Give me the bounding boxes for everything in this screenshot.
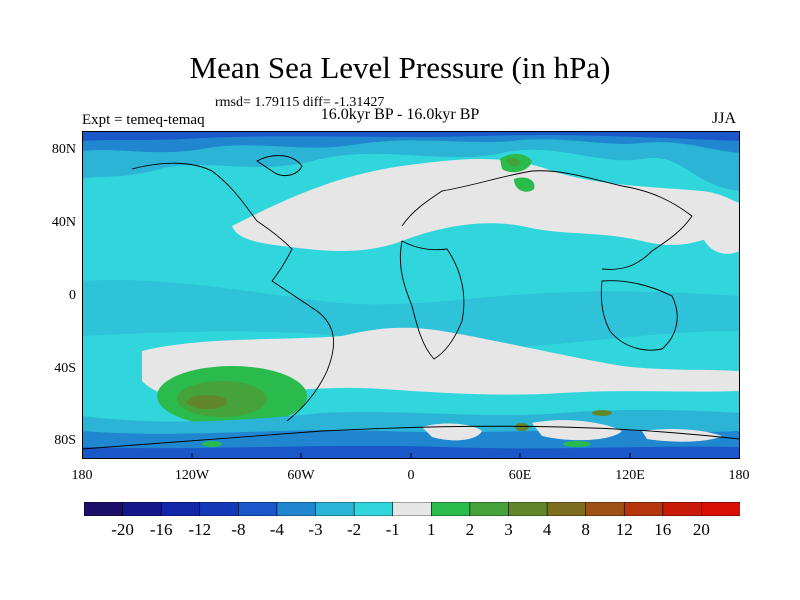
stats-label: rmsd= 1.79115 diff= -1.31427 <box>215 95 385 110</box>
pressure-map <box>82 131 740 459</box>
colorbar-label-8: 1 <box>427 520 436 539</box>
ytick-40n: 40N <box>51 215 76 230</box>
colorbar-label-1: -16 <box>149 520 173 539</box>
region-antarctic-positive-1 <box>515 423 529 431</box>
ytick-80s: 80S <box>54 433 76 448</box>
plot-title: Mean Sea Level Pressure (in hPa) <box>189 50 611 85</box>
band-arctic-deepest <box>82 131 740 141</box>
band-arctic <box>82 131 740 191</box>
region-antarctic-positive-2 <box>563 441 591 447</box>
colorbar-label-15: 20 <box>692 520 710 539</box>
region-northern-neutral <box>232 159 740 251</box>
ytick-0: 0 <box>69 288 76 303</box>
colorbar-swatch-13 <box>585 502 625 516</box>
season-label: JJA <box>712 110 737 127</box>
colorbar <box>84 502 740 516</box>
colorbar-label-12: 8 <box>581 520 590 539</box>
colorbar-swatch-6 <box>315 502 355 516</box>
region-pacific-neutral <box>702 210 740 254</box>
colorbar-swatch-2 <box>160 502 201 516</box>
experiment-label: Expt = temeq-temaq <box>82 112 205 128</box>
colorbar-label-2: -12 <box>188 520 212 539</box>
xtick-0: 0 <box>407 468 415 483</box>
colorbar-label-4: -4 <box>269 520 284 539</box>
region-positive-south-pacific-core <box>187 395 227 409</box>
colorbar-label-13: 12 <box>615 520 633 539</box>
colorbar-swatch-4 <box>238 502 278 516</box>
map-ticks <box>191 453 631 459</box>
colorbar-label-5: -3 <box>308 520 323 539</box>
colorbar-label-3: -8 <box>231 520 246 539</box>
xtick-180e: 180 <box>728 468 750 483</box>
colorbar-swatch-1 <box>122 502 162 516</box>
band-antarctic <box>82 445 740 459</box>
colorbar-swatch-14 <box>623 502 664 516</box>
colorbar-label-11: 4 <box>542 520 552 539</box>
xtick-60w: 60W <box>287 468 315 483</box>
xtick-120w: 120W <box>174 468 210 483</box>
colorbar-swatch-8 <box>392 502 432 516</box>
coastlines <box>82 155 740 450</box>
colorbar-swatch-11 <box>508 502 548 516</box>
colorbar-label-0: -20 <box>111 520 134 539</box>
colorbar-swatch-7 <box>353 502 394 516</box>
xtick-180w: 180 <box>71 468 93 483</box>
ytick-40s: 40S <box>54 361 76 376</box>
colorbar-label-6: -2 <box>347 520 362 539</box>
colorbar-swatch-15 <box>662 502 703 516</box>
xtick-120e: 120E <box>615 468 645 483</box>
colorbar-swatch-3 <box>199 502 239 516</box>
region-positive-siberia-core <box>506 157 520 167</box>
period-label: 16.0kyr BP - 16.0kyr BP <box>320 106 480 123</box>
xtick-60e: 60E <box>508 468 532 483</box>
colorbar-label-9: 2 <box>465 520 475 539</box>
colorbar-label-7: -1 <box>385 520 400 539</box>
colorbar-swatch-0 <box>84 502 124 516</box>
colorbar-swatch-9 <box>430 502 471 516</box>
region-positive-siberia-2 <box>514 177 535 192</box>
region-antarctic-positive-4 <box>592 410 612 416</box>
colorbar-label-10: 3 <box>504 520 513 539</box>
band-tropics <box>82 280 740 348</box>
colorbar-label-14: 16 <box>654 520 672 539</box>
colorbar-swatch-10 <box>469 502 510 516</box>
region-antarctic-positive-3 <box>202 441 222 447</box>
region-antarctic-neutral-2 <box>532 420 622 441</box>
colorbar-swatch-16 <box>701 502 740 516</box>
region-antarctic-neutral-1 <box>422 423 482 441</box>
colorbar-swatch-5 <box>276 502 317 516</box>
colorbar-swatch-12 <box>546 502 587 516</box>
ytick-80n: 80N <box>51 142 76 157</box>
